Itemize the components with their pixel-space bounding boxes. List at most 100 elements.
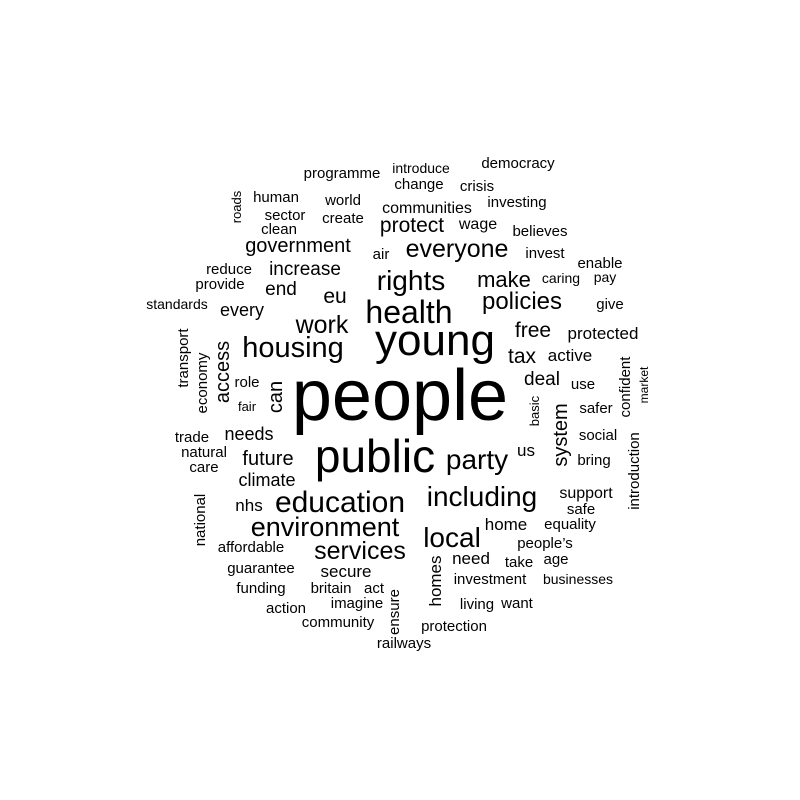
word: young [375,316,495,365]
word: role [234,374,259,391]
word: environment [251,512,400,542]
word: future [242,448,293,470]
word: free [515,319,551,342]
word: action [266,600,306,617]
word: equality [544,516,596,533]
word: basic [527,395,542,426]
word: bring [577,452,610,469]
word: economy [194,352,211,413]
word: change [394,176,443,193]
word: natural [181,444,227,461]
word: believes [512,223,567,240]
word: climate [238,470,295,490]
word: secure [320,562,371,581]
word: work [295,311,349,339]
word: air [373,246,390,263]
word: crisis [460,178,494,195]
word: nhs [235,496,262,515]
word: local [423,522,481,553]
word: funding [236,580,285,597]
word: investment [454,571,527,588]
word: clean [261,221,297,238]
word: communities [382,200,472,217]
word: programme [304,165,381,182]
word: fair [238,399,257,414]
word: national [192,494,209,547]
word: deal [524,369,560,390]
word: democracy [481,155,555,172]
word: want [500,595,534,612]
word: reduce [206,261,252,278]
word: end [265,279,297,300]
word: take [505,554,533,571]
word: transport [175,328,192,388]
word: railways [377,635,431,652]
word: including [427,481,538,512]
word: protect [380,214,444,237]
word: support [559,485,613,502]
word: policies [482,288,562,315]
word: access [212,341,234,403]
word: system [550,403,572,466]
word: everyone [406,235,509,263]
word: age [543,551,568,568]
word: party [446,444,508,475]
word: trade [175,429,209,446]
word: give [596,296,624,313]
word: confident [617,356,634,418]
word: need [452,549,490,568]
word: every [220,300,264,320]
word: protected [568,324,639,343]
word: roads [229,190,244,223]
word: market [637,366,651,403]
word: enable [577,255,622,272]
word: safe [567,501,595,518]
word: services [314,537,406,565]
word: community [302,614,375,631]
word: people’s [517,535,573,552]
word: needs [224,424,273,444]
word: invest [525,245,565,262]
word: can [265,381,287,413]
word: provide [195,276,244,293]
word: ensure [386,589,403,635]
word: tax [508,345,537,368]
word: act [364,580,385,597]
word: eu [323,285,346,308]
word: pay [594,269,617,285]
word: introduce [392,160,450,176]
word: social [579,427,617,444]
word: use [571,376,595,393]
word: standards [146,296,207,312]
word: homes [426,555,445,606]
word: make [477,267,531,292]
word: housing [242,332,344,364]
word: human [253,189,299,206]
word: increase [269,259,341,280]
word: wage [458,216,497,233]
word: living [460,596,494,613]
word: health [365,294,452,330]
word: home [485,515,528,534]
word: safer [579,400,612,417]
word: caring [542,270,580,286]
word: us [517,441,535,460]
word: public [315,430,435,482]
word: businesses [543,571,613,587]
word: care [189,459,218,476]
word: britain [311,580,352,597]
word: government [245,235,351,257]
word: sector [265,207,306,224]
word: introduction [626,432,643,510]
word: guarantee [227,560,295,577]
word: world [324,192,361,209]
word: rights [377,265,445,296]
word: active [548,346,592,365]
word: protection [421,618,487,635]
word: investing [487,194,546,211]
word: people [292,356,508,436]
word: affordable [218,539,284,556]
word: create [322,210,364,227]
